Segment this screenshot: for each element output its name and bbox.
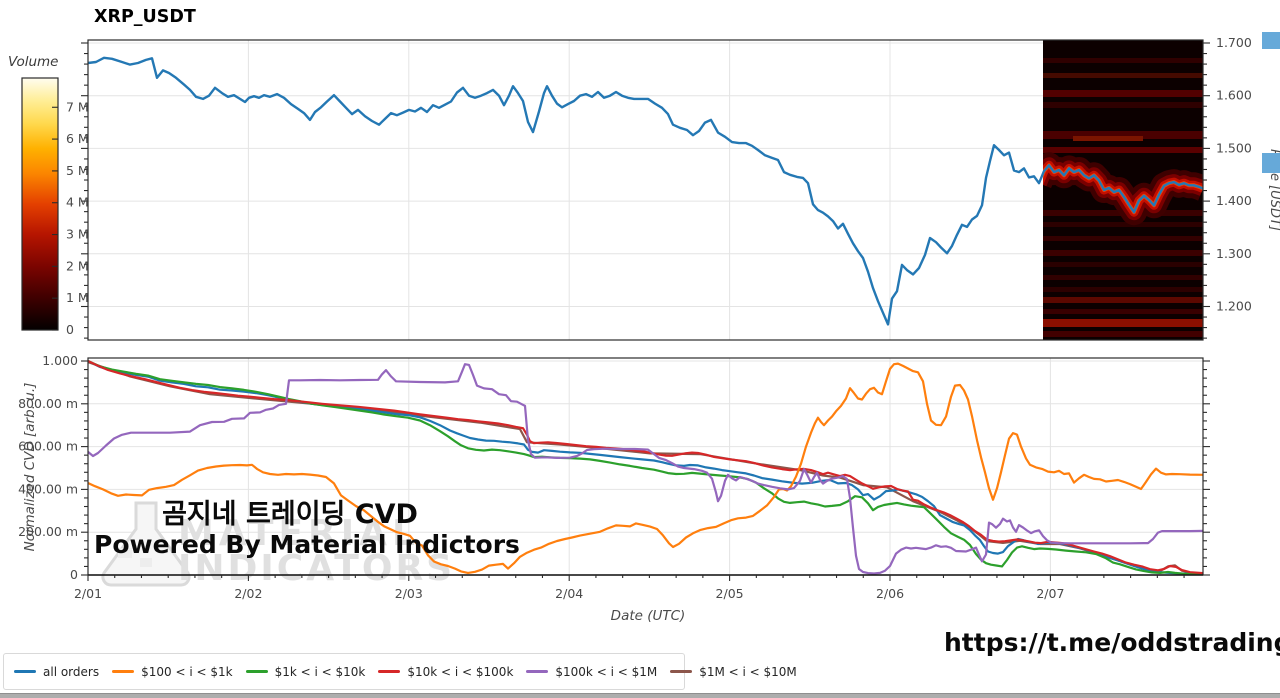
legend-item-0[interactable]: all orders	[14, 665, 99, 679]
watermark-brand-line2: INDICATORS	[178, 548, 455, 589]
date-tick-label: 2/07	[1036, 586, 1064, 601]
colorbar-tick-label: 5 M	[66, 163, 89, 178]
legend-swatch-icon	[526, 670, 549, 673]
cvd-series	[88, 359, 1203, 576]
price-tick-label: 1.400	[1216, 193, 1252, 208]
legend-item-1[interactable]: $100 < i < $1k	[112, 664, 233, 679]
legend-item-4[interactable]: $100k < i < $1M	[526, 665, 657, 679]
cvd-tick-label: 200.00 m	[18, 524, 78, 539]
price-tick-label: 1.600	[1216, 88, 1252, 103]
price-tick-label: 1.300	[1216, 246, 1252, 261]
legend-item-2[interactable]: $1k < i < $10k	[245, 664, 366, 679]
scrollbar-fragment[interactable]	[1262, 32, 1280, 49]
legend-swatch-icon	[670, 670, 693, 673]
legend-label: $10k < i < $100k	[407, 664, 514, 679]
legend-label: $1M < i < $10M	[699, 664, 797, 679]
colorbar-tick-label: 6 M	[66, 131, 89, 146]
colorbar-tick-label: 4 M	[66, 195, 89, 210]
telegram-url[interactable]: https://t.me/oddstrading2	[944, 628, 1280, 657]
watermark-powered-text: Powered By Material Indictors	[94, 530, 520, 559]
colorbar-tick-label: 3 M	[66, 227, 89, 242]
colorbar-tick-label: 0	[66, 322, 74, 337]
window-bottom-edge	[0, 693, 1280, 698]
price-tick-label: 1.200	[1216, 299, 1252, 314]
date-axis-label: Date (UTC)	[611, 608, 686, 624]
legend-item-5[interactable]: $1M < i < $10M	[670, 665, 797, 679]
date-tick-label: 2/01	[74, 586, 102, 601]
legend-label: all orders	[43, 664, 100, 679]
date-tick-label: 2/02	[234, 586, 262, 601]
cvd-line--100k-i-1m	[88, 363, 1203, 575]
legend-swatch-icon	[14, 670, 36, 673]
cvd-line--100-i-1k	[88, 362, 1203, 574]
watermark-korean-text: 곰지네 트레이딩 CVD	[162, 499, 418, 530]
cvd-axis-label: Normalized CVD [arb. u.]	[22, 383, 38, 552]
cvd-tick-label: 600.00 m	[18, 439, 78, 454]
legend-swatch-icon	[245, 670, 268, 673]
colorbar-tick-label: 2 M	[66, 258, 89, 273]
cvd-line--10k-i-100k	[88, 360, 1203, 575]
colorbar-tick-label: 1 M	[66, 290, 89, 305]
date-tick-label: 2/06	[876, 586, 904, 601]
legend-label: $1k < i < $10k	[274, 664, 366, 679]
volume-colorbar: Volume 7 M 6 M 5 M 4 M 3 M 2 M 1 M 0	[8, 54, 89, 337]
cvd-tick-label: 800.00 m	[18, 396, 78, 411]
colorbar-title: Volume	[8, 54, 58, 70]
colorbar-tick-label: 7 M	[66, 99, 89, 114]
cvd-tick-label: 1.000	[42, 353, 78, 368]
date-tick-label: 2/05	[716, 586, 744, 601]
legend-item-3[interactable]: $10k < i < $100k	[378, 665, 513, 679]
volume-heatmap	[1043, 40, 1203, 340]
legend-swatch-icon	[112, 670, 135, 673]
legend-label: $100 < i < $1k	[141, 664, 233, 679]
legend: all orders $100 < i < $1k $1k < i < $10k $1…	[3, 653, 797, 690]
cvd-tick-label: 400.00 m	[18, 481, 78, 496]
date-tick-label: 2/03	[395, 586, 423, 601]
cvd-tick-label: 0	[70, 567, 78, 582]
price-tick-label: 1.500	[1216, 140, 1252, 155]
page-title: XRP_USDT	[94, 7, 196, 27]
legend-label: $100k < i < $1M	[555, 664, 658, 679]
date-tick-label: 2/04	[555, 586, 583, 601]
price-line	[87, 56, 1204, 326]
legend-swatch-icon	[378, 670, 401, 673]
price-tick-label: 1.700	[1216, 35, 1252, 50]
scrollbar-fragment[interactable]	[1262, 153, 1280, 173]
